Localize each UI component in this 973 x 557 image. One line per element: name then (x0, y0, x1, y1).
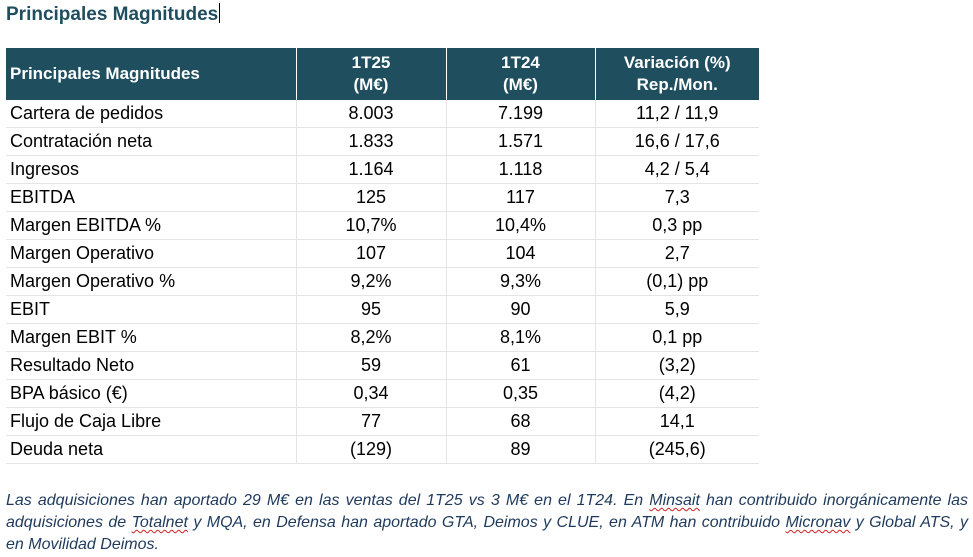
footnote: Las adquisiciones han aportado 29 M€ en … (6, 490, 968, 556)
value-1t24-cell: 68 (445, 407, 595, 436)
header-1t25: 1T25 (M€) (295, 48, 446, 100)
footnote-part4: y Global ATS, y en Movilidad Deimos. (6, 514, 969, 553)
row-label-cell: Ingresos (6, 155, 296, 184)
row-label-cell: Cartera de pedidos (6, 100, 296, 128)
table-row: EBITDA 125 117 7,3 (6, 183, 759, 212)
value-1t24-cell: 1.571 (445, 127, 595, 156)
value-1t25-cell: 1.164 (295, 155, 446, 184)
row-label-cell: Deuda neta (6, 435, 296, 464)
variation-cell: 4,2 / 5,4 (594, 155, 759, 184)
value-1t24-cell: 7.199 (445, 100, 595, 128)
variation-cell: 7,3 (594, 183, 759, 212)
table-row: Ingresos 1.164 1.118 4,2 / 5,4 (6, 155, 759, 184)
value-1t24-cell: 90 (445, 295, 595, 324)
variation-cell: (4,2) (594, 379, 759, 408)
value-1t25-cell: 77 (295, 407, 446, 436)
table-row: Margen Operativo % 9,2% 9,3% (0,1) pp (6, 267, 759, 296)
value-1t25-cell: 8.003 (295, 100, 446, 128)
value-1t24-cell: 0,35 (445, 379, 595, 408)
row-label-cell: Flujo de Caja Libre (6, 407, 296, 436)
row-label-cell: EBITDA (6, 183, 296, 212)
variation-cell: 16,6 / 17,6 (594, 127, 759, 156)
value-1t25-cell: 107 (295, 239, 446, 268)
value-1t25-cell: 95 (295, 295, 446, 324)
variation-cell: (245,6) (594, 435, 759, 464)
value-1t24-cell: 117 (445, 183, 595, 212)
header-variation: Variación (%) Rep./Mon. (594, 48, 759, 100)
value-1t24-cell: 61 (445, 351, 595, 380)
footnote-part1: Las adquisiciones han aportado 29 M€ en … (6, 492, 650, 509)
footnote-part3: y MQA, en Defensa han aportado GTA, Deim… (187, 514, 786, 531)
value-1t25-cell: 59 (295, 351, 446, 380)
table-row: Margen EBIT % 8,2% 8,1% 0,1 pp (6, 323, 759, 352)
row-label-cell: Margen EBIT % (6, 323, 296, 352)
table-row: Margen Operativo 107 104 2,7 (6, 239, 759, 268)
header-1t25-unit: (M€) (353, 75, 389, 94)
row-label-cell: Margen Operativo (6, 239, 296, 268)
footnote-minsait: Minsait (649, 492, 700, 509)
table-row: Flujo de Caja Libre 77 68 14,1 (6, 407, 759, 436)
table-row: Contratación neta 1.833 1.571 16,6 / 17,6 (6, 127, 759, 156)
value-1t24-cell: 10,4% (445, 211, 595, 240)
value-1t25-cell: 9,2% (295, 267, 446, 296)
row-label-cell: Margen Operativo % (6, 267, 296, 296)
row-label-cell: EBIT (6, 295, 296, 324)
document-title[interactable]: Principales Magnitudes (6, 3, 221, 26)
variation-cell: 0,3 pp (594, 211, 759, 240)
row-label-cell: BPA básico (€) (6, 379, 296, 408)
value-1t24-cell: 8,1% (445, 323, 595, 352)
table-row: Resultado Neto 59 61 (3,2) (6, 351, 759, 380)
text-cursor (219, 3, 221, 23)
header-1t24-period: 1T24 (501, 53, 540, 72)
header-label-text: Principales Magnitudes (10, 64, 200, 83)
row-label-cell: Contratación neta (6, 127, 296, 156)
header-1t25-period: 1T25 (351, 53, 391, 72)
magnitudes-table: Principales Magnitudes 1T25 (M€) 1T24 (M… (6, 48, 759, 464)
variation-cell: 2,7 (594, 239, 759, 268)
value-1t25-cell: (129) (295, 435, 446, 464)
row-label-cell: Resultado Neto (6, 351, 296, 380)
value-1t25-cell: 125 (295, 183, 446, 212)
variation-cell: 0,1 pp (594, 323, 759, 352)
variation-cell: 11,2 / 11,9 (594, 100, 759, 128)
header-variation-title: Variación (%) (623, 53, 731, 72)
value-1t25-cell: 10,7% (295, 211, 446, 240)
table-row: EBIT 95 90 5,9 (6, 295, 759, 324)
value-1t25-cell: 1.833 (295, 127, 446, 156)
variation-cell: (3,2) (594, 351, 759, 380)
document-title-text: Principales Magnitudes (6, 4, 219, 25)
value-1t24-cell: 104 (445, 239, 595, 268)
table-body: Cartera de pedidos 8.003 7.199 11,2 / 11,9 C… (6, 100, 759, 464)
table-row: BPA básico (€) 0,34 0,35 (4,2) (6, 379, 759, 408)
variation-cell: 14,1 (594, 407, 759, 436)
variation-cell: (0,1) pp (594, 267, 759, 296)
header-variation-subtitle: Rep./Mon. (636, 75, 718, 94)
row-label-cell: Margen EBITDA % (6, 211, 296, 240)
footnote-micronav: Micronav (785, 514, 851, 531)
table-header-row: Principales Magnitudes 1T25 (M€) 1T24 (M… (6, 48, 759, 100)
header-label: Principales Magnitudes (6, 48, 296, 100)
footnote-part2: han contribuido inorgánicamente las adqu… (6, 492, 968, 531)
table-row: Deuda neta (129) 89 (245,6) (6, 435, 759, 464)
value-1t24-cell: 9,3% (445, 267, 595, 296)
value-1t25-cell: 8,2% (295, 323, 446, 352)
table-row: Cartera de pedidos 8.003 7.199 11,2 / 11,9 (6, 100, 759, 128)
header-1t24: 1T24 (M€) (445, 48, 595, 100)
table-row: Margen EBITDA % 10,7% 10,4% 0,3 pp (6, 211, 759, 240)
header-1t24-unit: (M€) (503, 75, 538, 94)
value-1t24-cell: 1.118 (445, 155, 595, 184)
value-1t25-cell: 0,34 (295, 379, 446, 408)
variation-cell: 5,9 (594, 295, 759, 324)
value-1t24-cell: 89 (445, 435, 595, 464)
footnote-totalnet: Totalnet (131, 514, 188, 531)
